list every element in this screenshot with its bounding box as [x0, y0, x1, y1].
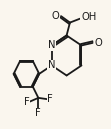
Text: F: F [36, 108, 41, 118]
Text: F: F [24, 97, 30, 107]
Text: O: O [52, 11, 59, 21]
Text: O: O [94, 38, 102, 48]
Text: F: F [47, 94, 53, 104]
Text: N: N [48, 61, 56, 70]
Text: OH: OH [81, 12, 96, 22]
Text: N: N [48, 41, 56, 50]
